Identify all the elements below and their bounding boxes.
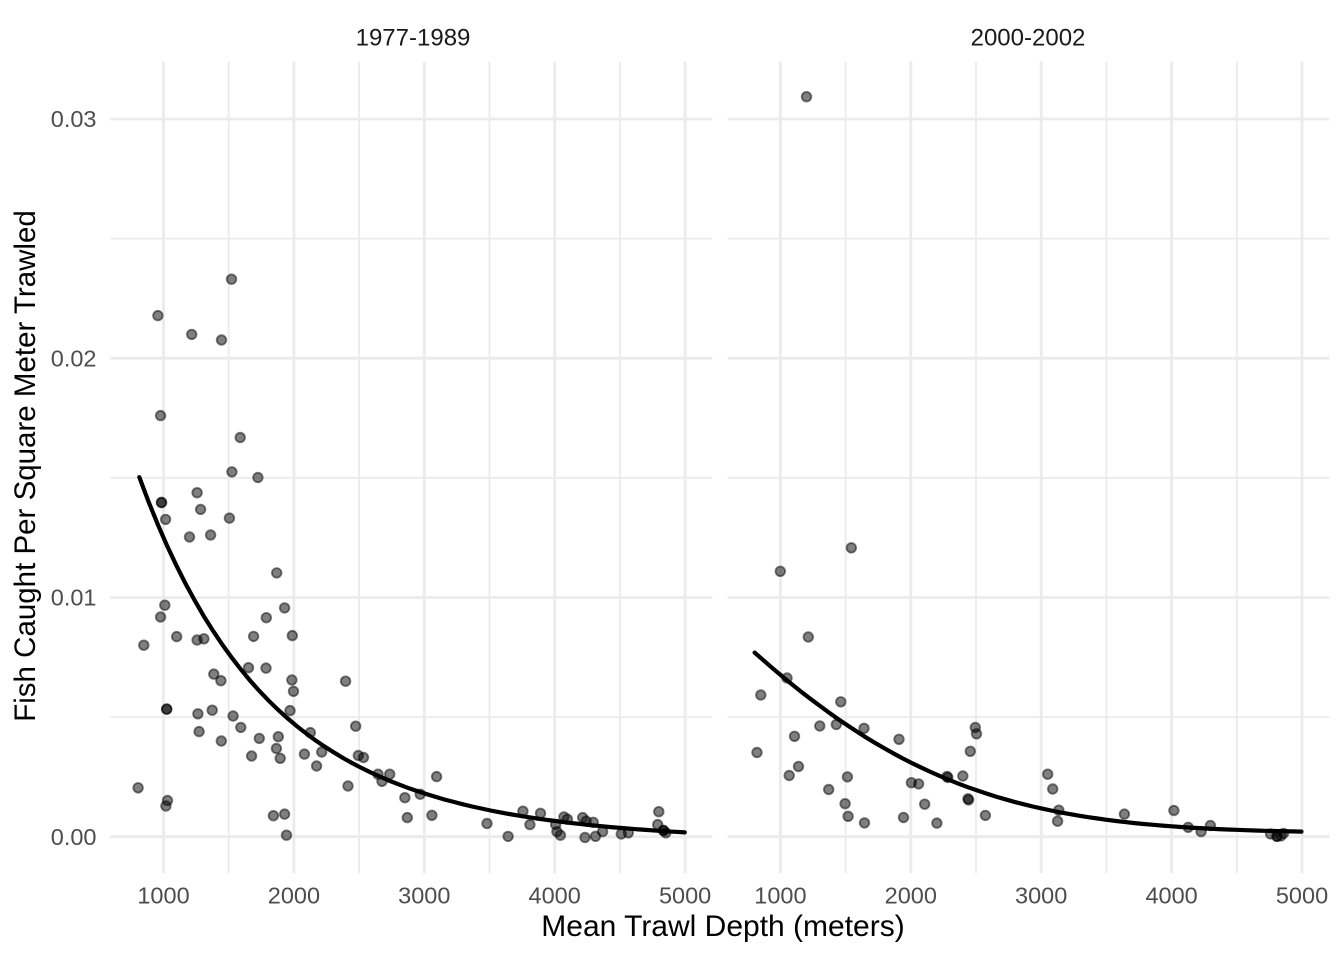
svg-text:0.01: 0.01 <box>51 585 97 611</box>
svg-text:3000: 3000 <box>398 883 450 909</box>
svg-text:2000: 2000 <box>268 883 320 909</box>
svg-text:1977-1989: 1977-1989 <box>356 25 471 52</box>
svg-text:1000: 1000 <box>137 883 189 909</box>
svg-text:3000: 3000 <box>1015 883 1067 909</box>
svg-text:Mean Trawl Depth (meters): Mean Trawl Depth (meters) <box>541 910 904 943</box>
svg-text:Fish Caught Per Square Meter T: Fish Caught Per Square Meter Trawled <box>9 210 42 722</box>
svg-text:2000: 2000 <box>885 883 937 909</box>
svg-text:2000-2002: 2000-2002 <box>971 25 1086 52</box>
svg-text:0.02: 0.02 <box>51 345 97 371</box>
svg-text:4000: 4000 <box>1145 883 1197 909</box>
svg-text:5000: 5000 <box>659 883 711 909</box>
svg-text:5000: 5000 <box>1276 883 1328 909</box>
svg-text:1000: 1000 <box>754 883 806 909</box>
svg-text:0.00: 0.00 <box>51 824 97 850</box>
svg-text:4000: 4000 <box>529 883 581 909</box>
svg-text:0.03: 0.03 <box>51 106 97 132</box>
